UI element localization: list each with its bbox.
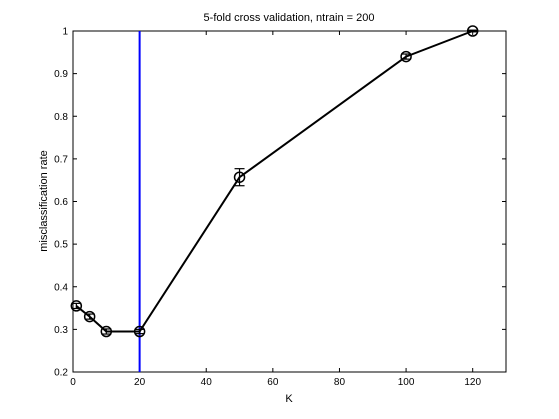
y-axis-label: misclassification rate xyxy=(38,150,50,251)
y-tick-label: 1 xyxy=(62,27,68,38)
y-tick-label: 0.5 xyxy=(54,240,68,251)
plot-area xyxy=(72,30,507,373)
x-tick-label: 0 xyxy=(70,377,76,388)
x-tick-label: 60 xyxy=(267,377,279,388)
y-tick-label: 0.8 xyxy=(54,112,68,123)
data-point-marker xyxy=(233,171,246,183)
y-tick-label: 0.2 xyxy=(54,368,68,379)
x-tick-label: 20 xyxy=(134,377,146,388)
data-point-marker xyxy=(70,300,83,312)
data-point-marker xyxy=(83,310,96,323)
y-tick-label: 0.3 xyxy=(54,325,68,336)
y-tick-label: 0.9 xyxy=(54,69,68,80)
series-layer xyxy=(70,25,479,338)
y-tick-label: 0.6 xyxy=(54,197,68,208)
x-axis-label: K xyxy=(285,393,293,405)
data-point-marker xyxy=(100,325,113,338)
chart-title: 5-fold cross validation, ntrain = 200 xyxy=(204,12,375,24)
x-tick-label: 80 xyxy=(334,377,346,388)
y-tick-label: 0.4 xyxy=(54,282,68,293)
x-tick-label: 100 xyxy=(398,377,415,388)
data-point-marker xyxy=(133,325,146,338)
axis-ticks: 0 20 40 60 80 100 120 0.2 0.3 0.4 0.5 0.6 0.7 0.8 0.9 1 xyxy=(54,27,506,388)
x-tick-label: 40 xyxy=(201,377,213,388)
y-tick-label: 0.7 xyxy=(54,154,68,165)
data-point-marker xyxy=(466,25,479,37)
data-point-marker xyxy=(400,50,412,63)
x-tick-label: 120 xyxy=(464,377,481,388)
